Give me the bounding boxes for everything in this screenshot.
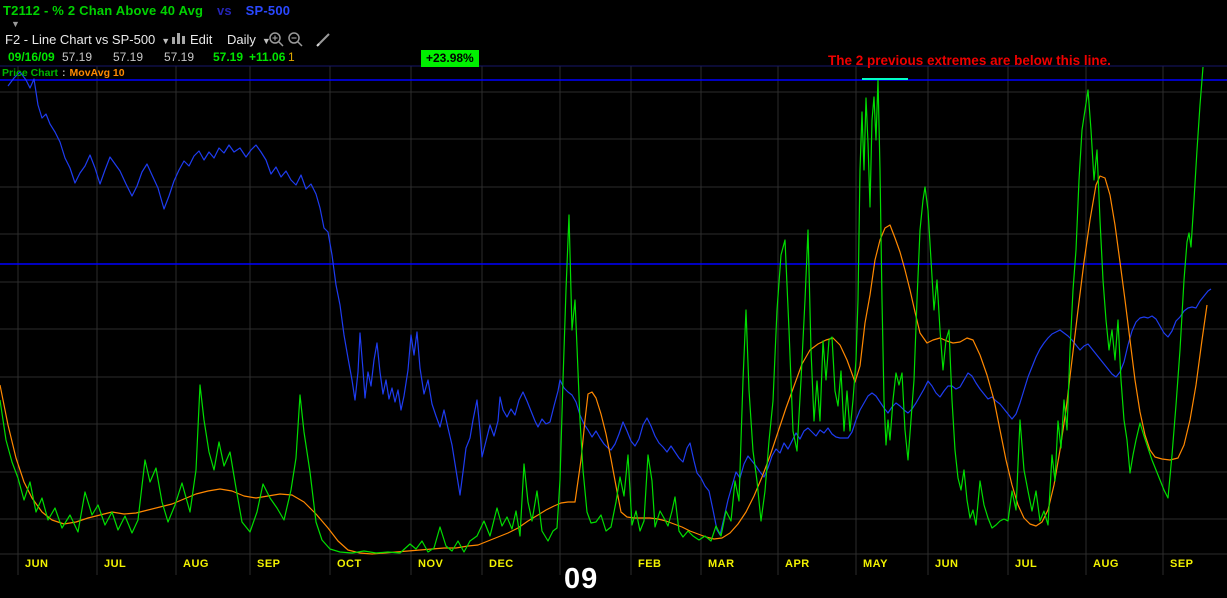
month-label-apr: APR [785, 558, 810, 570]
series-2-chan-above-40-avg-t2112 [0, 66, 1204, 554]
zoom-in-icon[interactable] [268, 31, 285, 48]
month-label-nov: NOV [418, 558, 444, 570]
period-label: Daily [227, 32, 256, 47]
title-bar: T2112 - % 2 Chan Above 40 Avg vs SP-500 [3, 3, 290, 18]
quote-low: 57.19 [164, 50, 195, 64]
pane-name: Price Chart [2, 67, 59, 79]
series-movavg-10 [0, 175, 1208, 555]
month-label-feb: FEB [638, 558, 662, 570]
month-label-oct: OCT [337, 558, 362, 570]
edit-button-label: Edit [190, 32, 213, 47]
period-selector[interactable]: Daily ▼ [227, 32, 271, 47]
compare-symbol[interactable]: SP-500 [245, 3, 291, 18]
month-label-jun: JUN [935, 558, 959, 570]
quote-close: 57.19 [213, 50, 244, 64]
chart-template-label: F2 - Line Chart vs SP-500 [5, 32, 156, 47]
symbol-dropdown-icon[interactable]: ▼ [11, 19, 20, 29]
indicator-title[interactable]: T2112 - % 2 Chan Above 40 Avg [3, 3, 204, 18]
month-label-jul: JUL [104, 558, 127, 570]
quote-count: 1 [288, 50, 295, 64]
series-sp-500 [7, 71, 1212, 536]
edit-button[interactable]: Edit [172, 32, 212, 47]
pencil-icon[interactable] [315, 31, 333, 48]
pane-indicator[interactable]: MovAvg 10 [69, 67, 125, 79]
month-label-sep: SEP [1170, 558, 1194, 570]
year-break-label: 09 [564, 563, 599, 595]
zoom-out-icon[interactable] [287, 31, 304, 48]
month-label-mar: MAR [708, 558, 735, 570]
month-label-may: MAY [863, 558, 888, 570]
percent-change-badge: +23.98% [421, 50, 479, 67]
month-label-dec: DEC [489, 558, 514, 570]
pane-separator: : [62, 67, 66, 79]
bar-chart-icon [172, 33, 185, 44]
month-label-jul: JUL [1015, 558, 1038, 570]
month-label-aug: AUG [1093, 558, 1119, 570]
quote-date: 09/16/09 [8, 50, 55, 64]
chevron-down-icon: ▼ [261, 36, 271, 46]
month-label-sep: SEP [257, 558, 281, 570]
month-label-jun: JUN [25, 558, 49, 570]
quote-open: 57.19 [62, 50, 93, 64]
chart-template-selector[interactable]: F2 - Line Chart vs SP-500 ▼ [5, 32, 170, 47]
quote-change: +11.06 [249, 50, 286, 64]
month-label-aug: AUG [183, 558, 209, 570]
vs-label: vs [216, 3, 232, 18]
chevron-down-icon: ▼ [161, 36, 171, 46]
quote-high: 57.19 [113, 50, 144, 64]
annotation-note: The 2 previous extremes are below this l… [828, 53, 1111, 68]
pane-header: Price Chart: MovAvg 10 [2, 67, 125, 79]
